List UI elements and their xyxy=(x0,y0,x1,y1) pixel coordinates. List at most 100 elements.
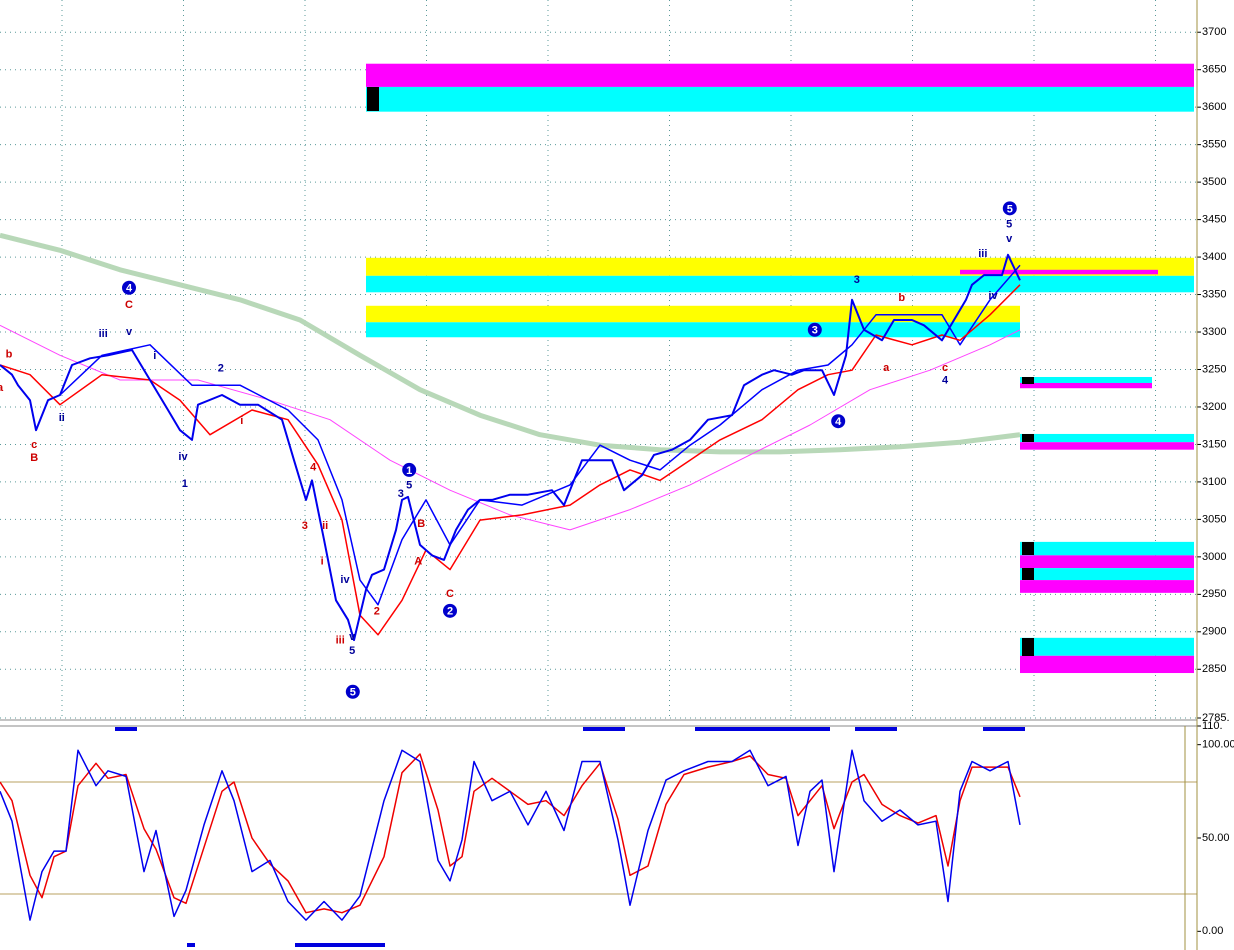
wave-label: 3 xyxy=(854,274,860,286)
price-zone xyxy=(366,305,1020,323)
wave-circle xyxy=(122,280,136,295)
price-zone xyxy=(366,63,1194,87)
wave-label: ii xyxy=(322,520,328,532)
wave-label: b xyxy=(6,348,13,360)
signal-bar xyxy=(855,727,897,731)
wave-label: C xyxy=(125,299,133,311)
y-tick-label: 0.00 xyxy=(1202,925,1223,937)
y-tick-label: 3550 xyxy=(1202,139,1226,151)
wave-label: 3 xyxy=(398,488,404,500)
wave-label: c xyxy=(31,439,37,451)
y-tick-label: 3100 xyxy=(1202,476,1226,488)
wave-label: 2 xyxy=(374,605,380,617)
y-tick-label: 110. xyxy=(1202,720,1223,732)
wave-label: a xyxy=(883,362,890,374)
price-zone xyxy=(1020,568,1194,581)
y-tick-label: 3350 xyxy=(1202,288,1226,300)
zone-marker xyxy=(1022,542,1034,555)
wave-label: 1 xyxy=(406,465,412,477)
wave-circle xyxy=(1002,201,1017,216)
signal-bar xyxy=(295,943,385,947)
wave-label: i xyxy=(240,415,243,427)
series-line xyxy=(0,253,1021,642)
zone-marker xyxy=(1022,638,1034,656)
price-zone xyxy=(366,86,1194,112)
series-line xyxy=(59,264,1021,606)
wave-label: iv xyxy=(340,574,350,586)
price-zone xyxy=(1020,376,1152,383)
wave-label: v xyxy=(349,631,356,643)
price-zone xyxy=(366,275,1194,293)
signal-bar xyxy=(187,943,195,947)
wave-label: i xyxy=(153,350,156,362)
wave-label: 5 xyxy=(350,687,356,699)
wave-label: 4 xyxy=(126,283,133,295)
wave-label: 4 xyxy=(942,375,949,387)
y-tick-label: 2900 xyxy=(1202,626,1226,638)
price-zone xyxy=(1020,442,1194,450)
price-zone xyxy=(1020,580,1194,593)
wave-label: iii xyxy=(978,248,987,260)
y-tick-label: 2850 xyxy=(1202,663,1226,675)
wave-label: 3 xyxy=(812,325,818,337)
y-tick-label: 3600 xyxy=(1202,101,1226,113)
wave-label: v xyxy=(126,326,133,338)
wave-label: 5 xyxy=(1007,203,1013,215)
signal-bar xyxy=(983,727,1025,731)
wave-label: c xyxy=(942,362,948,374)
wave-label: b xyxy=(898,292,905,304)
y-tick-label: 3050 xyxy=(1202,513,1226,525)
price-zone xyxy=(1020,655,1194,674)
wave-label: iv xyxy=(178,451,188,463)
wave-label: 1 xyxy=(182,478,188,490)
y-tick-label: 2785. xyxy=(1202,712,1230,724)
y-tick-label: 3700 xyxy=(1202,26,1226,38)
y-tick-label: 3200 xyxy=(1202,401,1226,413)
wave-label: ii xyxy=(59,412,65,424)
wave-label: 2 xyxy=(218,363,224,375)
y-tick-label: 50.00 xyxy=(1202,832,1230,844)
price-zone xyxy=(1020,433,1194,443)
signal-bar xyxy=(115,727,137,731)
wave-label: 3 xyxy=(302,520,308,532)
wave-label: 4 xyxy=(835,416,842,428)
series-line xyxy=(0,324,1021,531)
zone-marker xyxy=(1022,377,1034,384)
price-zone xyxy=(1020,541,1194,556)
price-zone xyxy=(960,269,1158,275)
wave-label: B xyxy=(30,452,38,464)
zone-marker xyxy=(1022,568,1034,580)
y-tick-label: 3650 xyxy=(1202,64,1226,76)
wave-label: iii xyxy=(336,635,345,647)
wave-circle xyxy=(831,414,846,429)
wave-circle xyxy=(443,603,457,618)
y-tick-label: 100.00 xyxy=(1202,739,1234,751)
series-line xyxy=(0,232,1021,455)
wave-label: 2 xyxy=(447,606,453,618)
y-tick-label: 3400 xyxy=(1202,251,1226,263)
wave-label: 5 xyxy=(349,645,355,657)
series-line xyxy=(0,749,1021,921)
zone-marker xyxy=(1022,434,1034,442)
wave-label: 5 xyxy=(406,480,412,492)
y-tick-label: 3150 xyxy=(1202,438,1226,450)
signal-bar xyxy=(583,727,625,731)
y-tick-label: 3500 xyxy=(1202,176,1226,188)
y-tick-label: 3000 xyxy=(1202,551,1226,563)
wave-circle xyxy=(402,462,417,477)
price-zone xyxy=(1020,555,1194,569)
wave-label: v xyxy=(1006,233,1013,245)
wave-label: a xyxy=(0,382,4,394)
wave-label: 4 xyxy=(310,462,317,474)
wave-label: i xyxy=(321,555,324,567)
price-zone xyxy=(366,322,1020,338)
wave-circle xyxy=(807,322,822,337)
signal-bar xyxy=(695,727,830,731)
wave-label: B xyxy=(417,518,425,530)
y-tick-label: 3450 xyxy=(1202,214,1226,226)
wave-circle xyxy=(345,684,360,699)
price-zone xyxy=(1020,637,1194,656)
y-tick-label: 2950 xyxy=(1202,588,1226,600)
